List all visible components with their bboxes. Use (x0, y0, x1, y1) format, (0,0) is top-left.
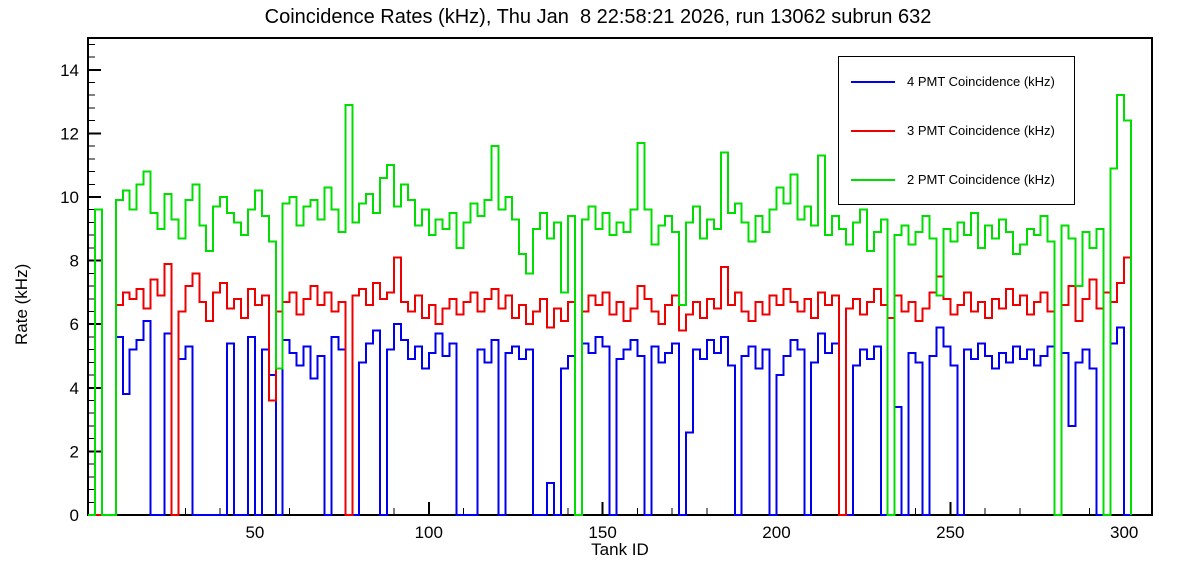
legend-line-0 (851, 80, 895, 83)
x-axis-title: Tank ID (591, 540, 649, 559)
x-tick-label: 150 (588, 523, 616, 542)
legend-box: 4 PMT Coincidence (kHz) 3 PMT Coincidenc… (838, 56, 1075, 205)
y-tick-label: 4 (70, 379, 79, 398)
series-path-0 (88, 320, 1132, 516)
x-tick-label: 100 (415, 523, 443, 542)
legend-label-3pmt: 3 PMT Coincidence (kHz) (907, 123, 1055, 138)
x-tick-label: 50 (245, 523, 264, 542)
series-path-2 (88, 94, 1133, 516)
x-tick-label: 300 (1110, 523, 1138, 542)
y-tick-label: 8 (70, 252, 79, 271)
x-tick-label: 200 (762, 523, 790, 542)
series-path-1 (88, 256, 1133, 516)
y-tick-label: 0 (70, 506, 79, 525)
x-tick-label: 250 (936, 523, 964, 542)
chart-title: Coincidence Rates (kHz), Thu Jan 8 22:58… (264, 6, 932, 28)
y-tick-label: 6 (70, 315, 79, 334)
axis-frame (87, 37, 1153, 516)
legend-line-1 (851, 129, 895, 132)
y-axis-title: Rate (kHz) (12, 263, 31, 345)
y-tick-label: 14 (60, 61, 79, 80)
legend-row-2pmt: 2 PMT Coincidence (kHz) (851, 172, 1074, 187)
legend-line-2 (851, 178, 895, 181)
legend-row-3pmt: 3 PMT Coincidence (kHz) (851, 123, 1074, 138)
y-tick-label: 2 (70, 442, 79, 461)
y-tick-label: 12 (60, 124, 79, 143)
legend-row-4pmt: 4 PMT Coincidence (kHz) (851, 74, 1074, 89)
legend-label-2pmt: 2 PMT Coincidence (kHz) (907, 172, 1055, 187)
y-tick-label: 10 (60, 188, 79, 207)
legend-label-4pmt: 4 PMT Coincidence (kHz) (907, 74, 1055, 89)
